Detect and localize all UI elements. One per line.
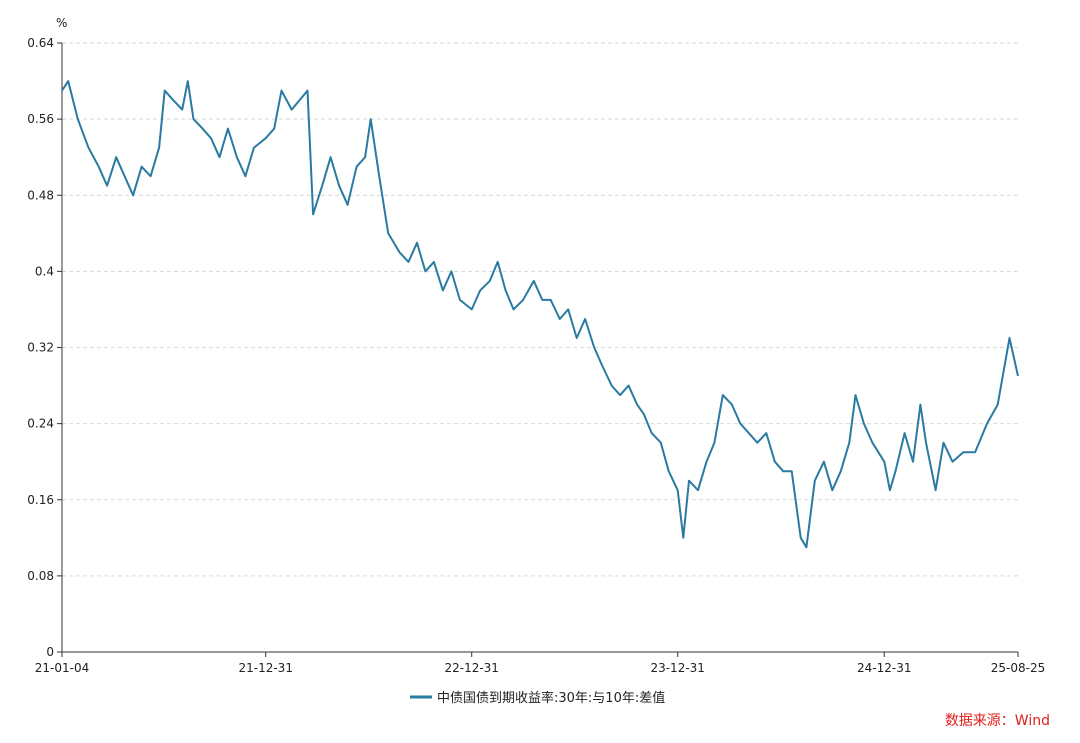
y-tick-label: 0.4 (35, 264, 54, 278)
x-tick-label: 23-12-31 (650, 661, 704, 675)
y-tick-label: 0.08 (27, 569, 54, 583)
y-tick-label: 0.64 (27, 36, 54, 50)
x-tick-labels: 21-01-04 21-12-31 22-12-31 23-12-31 24-12-31… (35, 652, 1045, 675)
x-tick-label: 24-12-31 (857, 661, 911, 675)
y-unit-label: % (56, 16, 67, 30)
x-tick-label: 21-12-31 (238, 661, 292, 675)
y-tick-label: 0.48 (27, 188, 54, 202)
x-tick-label: 25-08-25 (991, 661, 1045, 675)
grid-lines (62, 42, 1018, 577)
series-line (61, 80, 1019, 549)
y-tick-label: 0.56 (27, 112, 54, 126)
y-tick-label: 0.32 (27, 341, 54, 355)
x-tick-label: 22-12-31 (444, 661, 498, 675)
source-note: 数据来源：Wind (945, 713, 1050, 729)
y-tick-labels: 0 0.08 0.16 0.24 0.32 0.4 0.48 0.56 0.64 (27, 36, 62, 659)
y-tick-label: 0 (46, 645, 54, 659)
legend-label: 中债国债到期收益率:30年:与10年:差值 (437, 690, 665, 706)
x-tick-label: 21-01-04 (35, 661, 89, 675)
y-tick-label: 0.16 (27, 493, 54, 507)
y-tick-label: 0.24 (27, 417, 54, 431)
legend: 中债国债到期收益率:30年:与10年:差值 (410, 690, 665, 706)
